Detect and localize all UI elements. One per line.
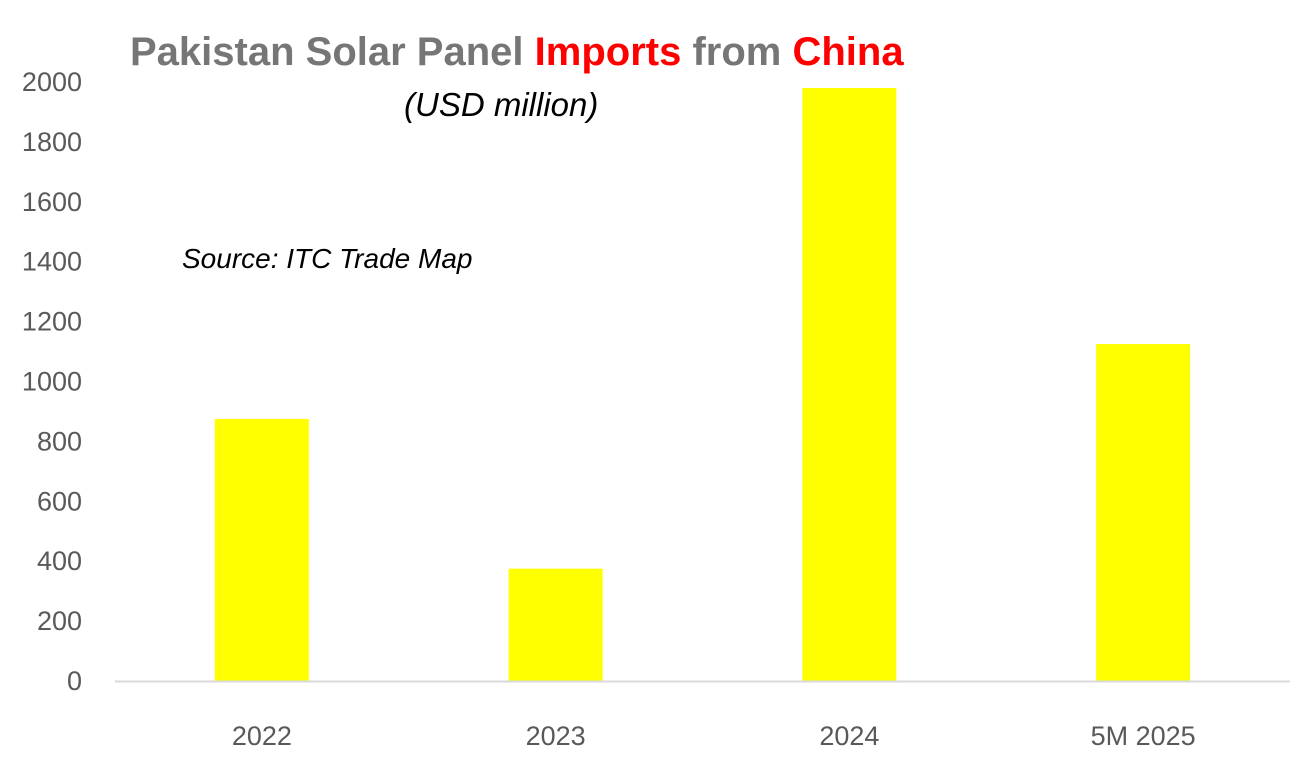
y-tick-label: 0: [67, 666, 82, 696]
y-axis: 0 200 400 600 800 1000 1200 1400 1600 1800 2000: [22, 67, 82, 696]
y-tick-label: 1400: [22, 247, 82, 277]
title-part-2: Imports: [534, 30, 682, 74]
source-note: Source: ITC Trade Map: [182, 243, 473, 274]
y-tick-label: 1800: [22, 127, 82, 157]
x-tick-label: 5M 2025: [1091, 721, 1196, 751]
x-axis: 2022 2023 2024 5M 2025: [115, 680, 1290, 751]
y-tick-label: 2000: [22, 67, 82, 97]
bar-5m-2025: [1096, 344, 1191, 681]
chart-subtitle: (USD million): [404, 86, 599, 123]
bar-2022: [214, 418, 309, 681]
y-tick-label: 1600: [22, 187, 82, 217]
chart-title: Pakistan Solar Panel Imports from China: [130, 30, 904, 75]
bar-2024: [802, 87, 897, 682]
bars: [214, 87, 1191, 682]
y-tick-label: 1000: [22, 367, 82, 397]
x-tick-label: 2022: [232, 721, 292, 751]
bar-2023: [508, 568, 603, 681]
y-tick-label: 1200: [22, 307, 82, 337]
y-tick-label: 800: [37, 426, 82, 456]
title-part-3: from: [681, 30, 793, 74]
title-part-1: Pakistan Solar Panel: [130, 30, 535, 74]
x-tick-label: 2024: [819, 721, 879, 751]
y-tick-label: 600: [37, 486, 82, 516]
x-tick-label: 2023: [526, 721, 586, 751]
y-tick-label: 400: [37, 546, 82, 576]
y-tick-label: 200: [37, 606, 82, 636]
title-part-4: China: [792, 30, 904, 74]
